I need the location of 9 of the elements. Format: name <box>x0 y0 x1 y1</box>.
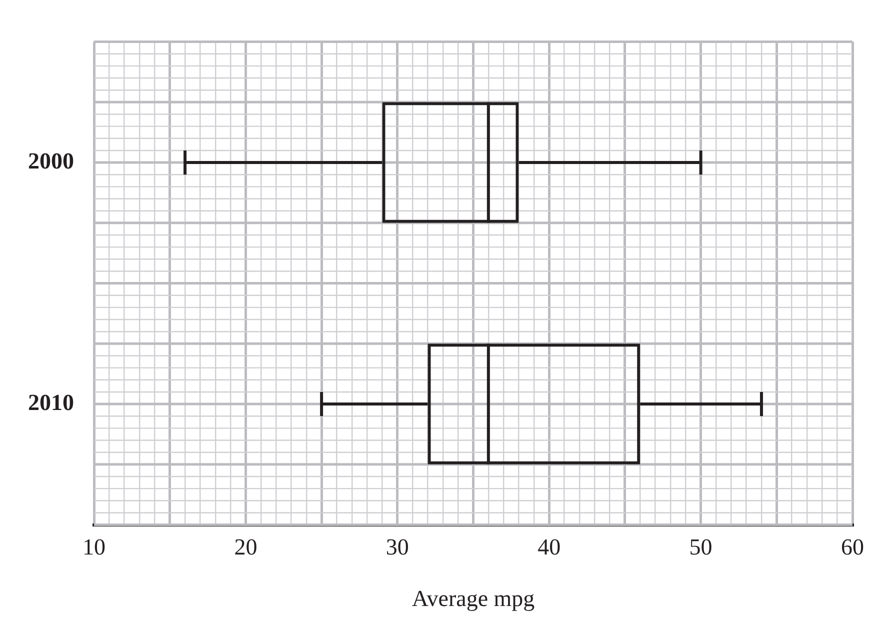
x-tick-label: 20 <box>234 534 258 560</box>
y-tick-label: 2000 <box>28 148 74 174</box>
x-tick-label: 10 <box>82 534 106 560</box>
x-tick-label: 50 <box>689 534 712 560</box>
x-tick-label: 40 <box>538 534 561 560</box>
x-axis-title: Average mpg <box>412 586 536 612</box>
x-tick-label: 60 <box>841 534 864 560</box>
y-tick-label: 2010 <box>28 390 74 415</box>
x-tick-label: 30 <box>386 534 409 560</box>
